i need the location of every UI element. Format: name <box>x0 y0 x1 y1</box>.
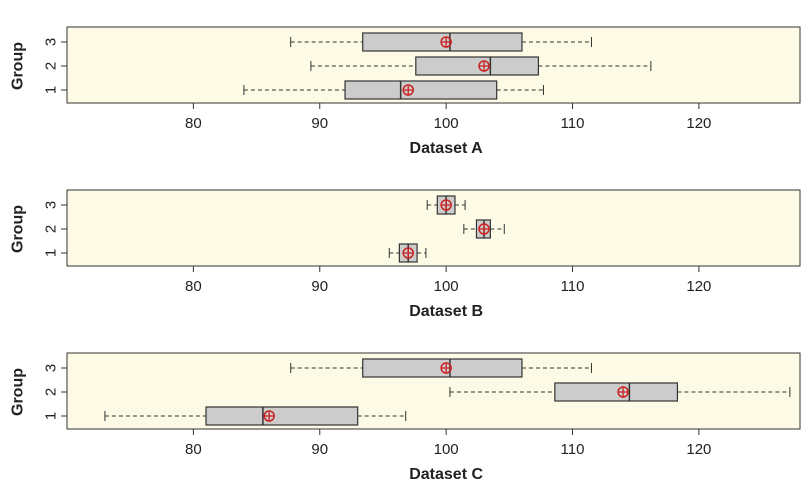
box-group-1 <box>388 243 427 263</box>
x-tick-label: 90 <box>311 115 328 132</box>
y-tick-label: 1 <box>43 249 60 257</box>
y-tick-label: 1 <box>43 86 60 94</box>
x-tick-label: 120 <box>686 278 711 295</box>
box-group-2 <box>310 56 652 76</box>
box-group-3 <box>290 358 592 378</box>
x-tick-label: 80 <box>185 441 202 458</box>
y-tick-label: 3 <box>43 201 60 209</box>
x-tick-label: 110 <box>561 278 585 295</box>
iqr-box <box>344 80 498 100</box>
x-axis-title: Dataset C <box>409 466 483 483</box>
x-tick-label: 100 <box>434 278 459 295</box>
iqr-box <box>415 56 539 76</box>
box-group-2 <box>449 382 791 402</box>
x-tick-label: 120 <box>686 441 711 458</box>
x-tick-label: 80 <box>185 115 202 132</box>
y-axis-title: Group <box>10 205 27 253</box>
box-group-3 <box>290 32 592 52</box>
box-group-2 <box>463 219 505 239</box>
x-tick-label: 90 <box>311 441 328 458</box>
y-tick-label: 3 <box>43 364 60 372</box>
x-tick-label: 110 <box>561 441 585 458</box>
y-tick-label: 2 <box>43 225 60 233</box>
chart-panel-1: 80 90 100 110 120 1 2 3 Dataset A Group <box>10 26 801 157</box>
x-tick-label: 100 <box>434 115 459 132</box>
x-axis-title: Dataset B <box>409 303 483 320</box>
box-group-1 <box>104 406 407 426</box>
chart-panel-2: 80 90 100 110 120 1 2 3 Dataset B Group <box>10 189 801 320</box>
y-tick-label: 1 <box>43 412 60 420</box>
x-tick-label: 120 <box>686 115 711 132</box>
x-tick-label: 90 <box>311 278 328 295</box>
x-tick-label: 80 <box>185 278 202 295</box>
box-group-3 <box>426 195 466 215</box>
plot-area <box>66 189 801 267</box>
iqr-box <box>554 382 679 402</box>
box-group-1 <box>243 80 544 100</box>
y-tick-label: 2 <box>43 388 60 396</box>
chart-panel-3: 80 90 100 110 120 1 2 3 Dataset C Group <box>10 352 801 483</box>
x-tick-label: 100 <box>434 441 459 458</box>
iqr-box <box>205 406 359 426</box>
x-axis-title: Dataset A <box>410 140 484 157</box>
y-tick-label: 3 <box>43 38 60 46</box>
y-tick-label: 2 <box>43 62 60 70</box>
y-axis-title: Group <box>10 42 27 90</box>
x-tick-label: 110 <box>561 115 585 132</box>
y-axis-title: Group <box>10 368 27 416</box>
